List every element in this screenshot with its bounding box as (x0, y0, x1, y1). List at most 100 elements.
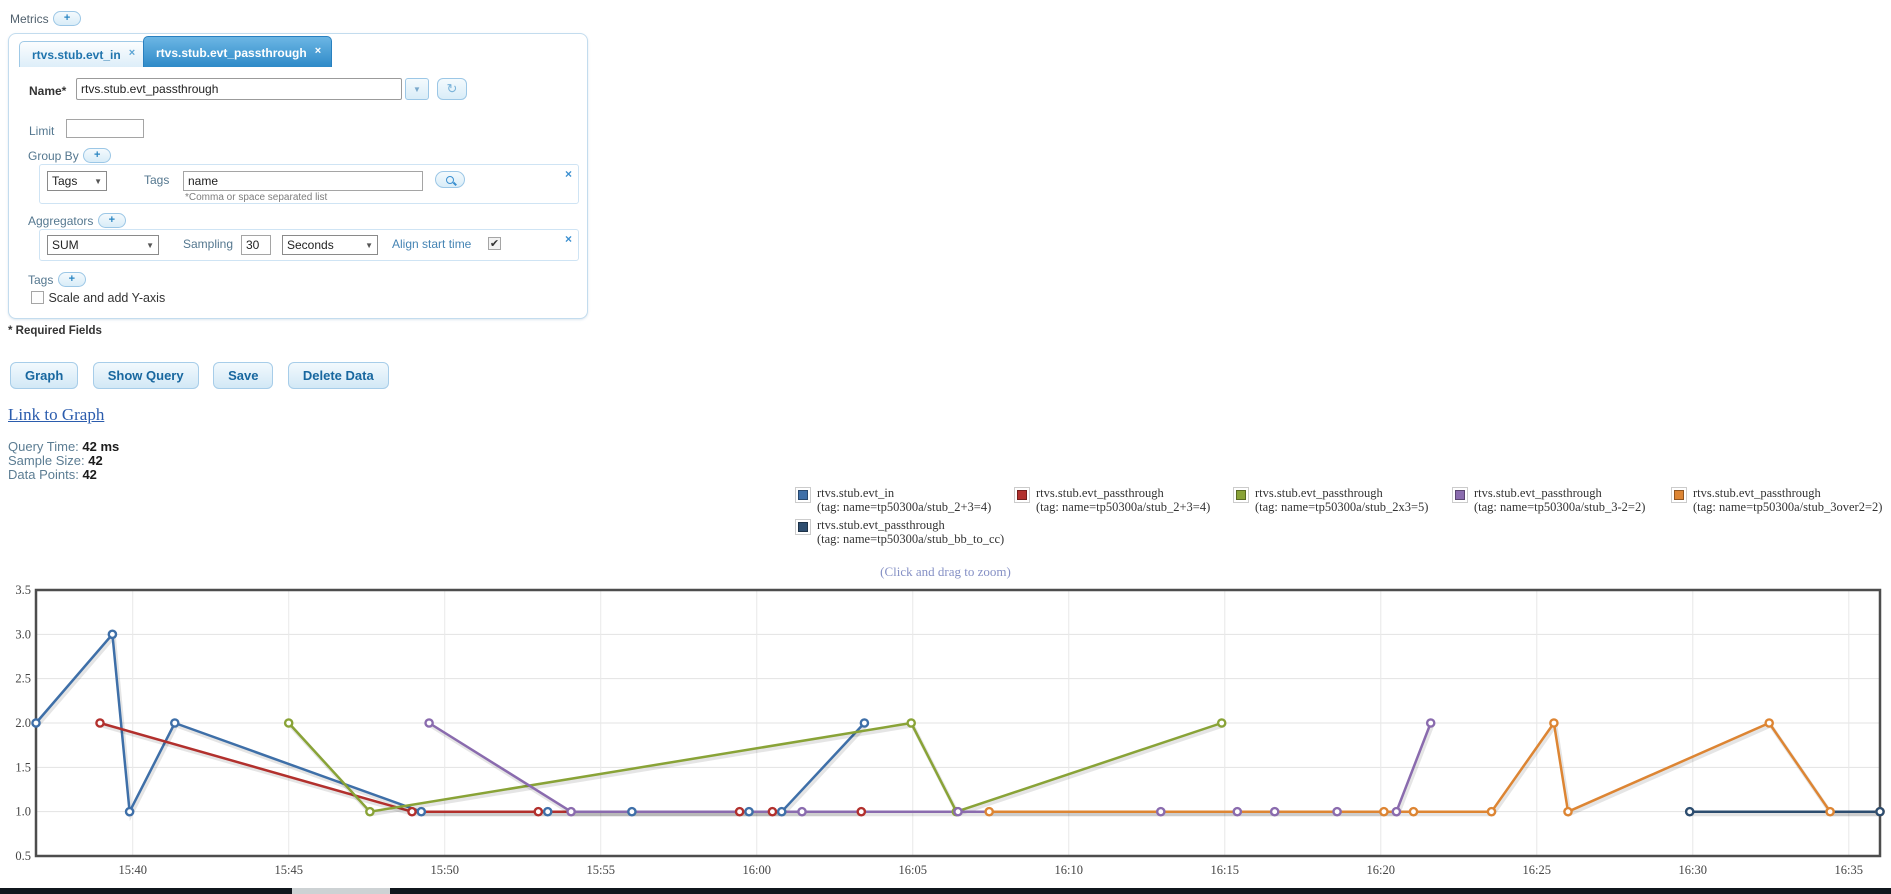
legend-series-name: rtvs.stub.evt_in (817, 486, 895, 500)
align-start-time-checkbox[interactable]: ✔ (488, 237, 501, 250)
refresh-button[interactable]: ↻ (437, 78, 467, 100)
x-axis-tick-label: 16:10 (1055, 863, 1083, 877)
data-point (533, 806, 544, 817)
legend-item: rtvs.stub.evt_passthrough (tag: name=tp50… (1452, 486, 1665, 514)
chevron-down-icon: ▼ (365, 240, 373, 250)
data-point (107, 629, 118, 640)
data-point (124, 806, 135, 817)
data-point (407, 806, 417, 817)
add-metric-button[interactable]: + (53, 11, 82, 27)
legend-series-tag: (tag: name=tp50300a/stub_bb_to_cc) (817, 532, 1005, 546)
sampling-value-input[interactable] (241, 235, 271, 255)
x-axis-tick-label: 15:55 (587, 863, 615, 877)
delete-data-button[interactable]: Delete Data (287, 362, 389, 389)
group-by-label: Group By (28, 149, 79, 163)
legend-series-tag: (tag: name=tp50300a/stub_3over2=2) (1693, 500, 1883, 514)
aggregator-select[interactable]: SUM ▼ (47, 235, 159, 255)
legend-item: rtvs.stub.evt_in (tag: name=tp50300a/stub… (795, 486, 1008, 514)
sampling-unit-select[interactable]: Seconds ▼ (282, 235, 378, 255)
sample-size-stat: Sample Size: 42 (8, 454, 119, 468)
legend-series-name: rtvs.stub.evt_passthrough (1036, 486, 1164, 500)
bottom-strip-gap (292, 888, 390, 894)
search-icon (446, 175, 457, 186)
aggregators-label: Aggregators (28, 214, 94, 228)
chart-svg[interactable]: 0.5 1.0 1.5 2.0 2.5 3.0 3.5 15:40 15:45 15:50 15:5… (0, 580, 1891, 882)
legend-label: rtvs.stub.evt_passthrough (tag: name=tp50… (1693, 486, 1882, 514)
series-color-icon (1674, 490, 1684, 500)
query-time-label: Query Time: (8, 439, 79, 454)
graph-button[interactable]: Graph (10, 362, 79, 389)
x-axis-tick-label: 16:15 (1211, 863, 1239, 877)
legend-series-tag: (tag: name=tp50300a/stub_2x3=5) (1255, 500, 1429, 514)
legend-label: rtvs.stub.evt_passthrough (tag: name=tp50… (817, 518, 1004, 546)
save-button[interactable]: Save (213, 362, 274, 389)
tab-evt-in[interactable]: rtvs.stub.evt_in × (19, 41, 147, 67)
metrics-label: Metrics (10, 12, 49, 26)
data-point (767, 806, 778, 817)
x-axis-tick-label: 16:30 (1679, 863, 1707, 877)
tab-close-icon[interactable]: × (314, 45, 322, 57)
tag-search-button[interactable] (435, 171, 465, 188)
show-query-button[interactable]: Show Query (92, 362, 199, 389)
link-to-graph[interactable]: Link to Graph (8, 405, 105, 424)
group-by-type-value: Tags (52, 174, 78, 188)
data-point (1391, 806, 1402, 817)
data-point (95, 718, 105, 728)
refresh-icon: ↻ (446, 81, 458, 96)
tab-evt-passthrough-label: rtvs.stub.evt_passthrough (156, 46, 307, 60)
legend-swatch (1452, 487, 1468, 503)
legend-swatch (1233, 487, 1249, 503)
scale-y-axis-checkbox[interactable] (31, 291, 44, 305)
legend-series-name: rtvs.stub.evt_passthrough (1474, 486, 1602, 500)
data-point (1684, 806, 1695, 817)
data-point (1825, 806, 1835, 817)
tab-evt-passthrough[interactable]: rtvs.stub.evt_passthrough × (143, 36, 333, 67)
x-axis-tick-label: 15:40 (118, 863, 146, 877)
legend-label: rtvs.stub.evt_passthrough (tag: name=tp50… (1474, 486, 1645, 514)
y-axis-tick-label: 1.5 (15, 760, 31, 774)
data-point (1875, 806, 1885, 817)
data-point (744, 806, 754, 817)
legend-series-tag: (tag: name=tp50300a/stub_2+3=4) (1036, 500, 1211, 514)
y-axis-tick-label: 3.5 (15, 583, 31, 597)
data-point (984, 806, 995, 817)
data-point (169, 718, 180, 728)
legend-item: rtvs.stub.evt_passthrough (tag: name=tp50… (1671, 486, 1884, 514)
group-by-tags-label: Tags (144, 173, 170, 187)
data-point (542, 806, 553, 817)
group-by-tags-input[interactable] (183, 171, 423, 191)
metric-name-input[interactable] (76, 78, 402, 100)
sample-size-label: Sample Size: (8, 453, 85, 468)
data-point (856, 806, 867, 817)
legend-item: rtvs.stub.evt_passthrough (tag: name=tp50… (795, 518, 1008, 546)
legend-swatch (1014, 487, 1030, 503)
data-point (1549, 718, 1559, 728)
add-aggregator-button[interactable]: + (97, 213, 126, 229)
data-points-value: 42 (82, 467, 97, 482)
add-group-by-button[interactable]: + (83, 148, 112, 164)
data-points-stat: Data Points: 42 (8, 468, 119, 482)
tags-hint: *Comma or space separated list (185, 192, 328, 203)
data-point (906, 718, 917, 728)
data-point (1269, 806, 1280, 817)
chevron-down-icon: ▼ (94, 176, 102, 186)
tab-close-icon[interactable]: × (128, 47, 136, 59)
series-line-shadow (100, 723, 863, 817)
data-point (776, 806, 787, 817)
data-point (1425, 718, 1436, 728)
data-point (1486, 806, 1497, 817)
sampling-unit-value: Seconds (287, 238, 334, 252)
name-label: Name* (29, 84, 67, 98)
series-color-icon (1455, 490, 1465, 500)
legend-series-name: rtvs.stub.evt_passthrough (817, 518, 945, 532)
name-dropdown-button[interactable]: ▼ (405, 78, 429, 100)
data-point (859, 718, 870, 728)
add-tag-button[interactable]: + (57, 272, 86, 288)
time-series-chart[interactable]: 0.5 1.0 1.5 2.0 2.5 3.0 3.5 15:40 15:45 15:50 15:5… (0, 580, 1891, 882)
remove-group-by-icon[interactable]: × (564, 167, 572, 181)
limit-input[interactable] (66, 119, 144, 138)
remove-aggregator-icon[interactable]: × (564, 232, 572, 246)
y-axis-tick-label: 3.0 (15, 627, 31, 641)
group-by-type-select[interactable]: Tags ▼ (47, 171, 107, 191)
legend-series-name: rtvs.stub.evt_passthrough (1693, 486, 1821, 500)
